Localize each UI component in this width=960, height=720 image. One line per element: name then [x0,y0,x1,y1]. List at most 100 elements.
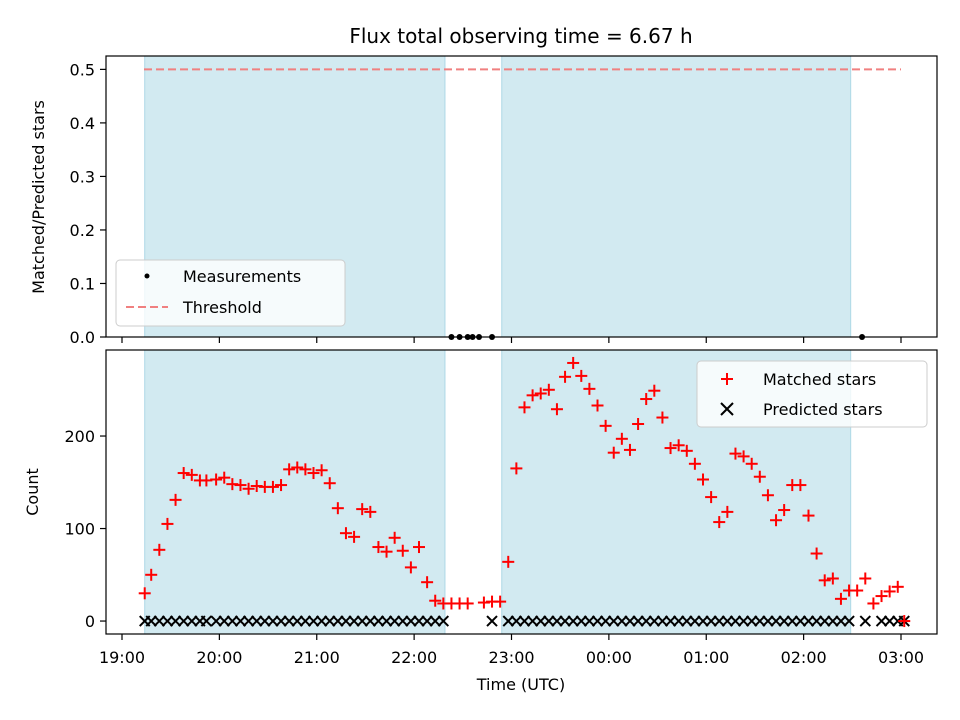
matched-star-point [599,419,612,432]
predicted-star-point [356,615,368,627]
matched-star-point [883,585,896,598]
bottom-shaded-interval-0 [144,349,446,635]
predicted-stars-legend-marker [720,402,734,416]
matched-star-point [372,541,385,554]
top-y-ticks: 0.0 0.1 0.2 0.3 0.4 0.5 [70,60,106,347]
bottom-ytick-label: 100 [64,520,95,539]
threshold-legend-label: Threshold [182,298,262,317]
top-panel: 0.0 0.1 0.2 0.3 0.4 0.5 Matched/Predicted sta… [29,55,938,347]
predicted-star-point [827,615,839,627]
xtick-label: 01:00 [683,648,729,667]
predicted-star-point [250,615,263,627]
predicted-star-point [210,615,222,627]
predicted-star-point [242,615,255,627]
predicted-star-point [543,615,555,627]
matched-star-point [664,442,677,455]
predicted-star-point [348,615,360,627]
matched-star-point [291,461,304,474]
matched-star-point [851,584,864,597]
predicted-star-point [624,615,636,627]
predicted-star-point [810,615,823,627]
xtick-label: 23:00 [488,648,534,667]
predicted-star-point [153,615,166,627]
matched-star-point [299,463,312,476]
predicted-star-point [786,615,798,627]
top-axes-frame [105,55,938,338]
predicted-star-point [413,615,425,627]
matched-star-point [218,471,231,484]
matched-star-point [818,574,831,587]
predicted-star-point [819,615,831,627]
bottom-axes-frame [105,349,938,635]
matched-star-point [632,418,645,431]
bottom-legend-box [696,360,928,428]
predicted-star-point [177,615,190,627]
predicted-star-point [405,615,417,627]
matched-star-point [713,516,726,529]
matched-star-point [234,479,247,492]
predicted-star-point [697,615,709,627]
predicted-star-point [737,615,750,627]
predicted-star-point [632,615,644,627]
matched-star-point [721,505,734,518]
predicted-star-point [721,615,734,627]
xtick-label: 02:00 [781,648,827,667]
matched-star-point [210,473,223,486]
predicted-star-point [332,615,344,627]
matched-star-point [323,477,336,490]
predicted-star-point [291,615,303,627]
top-ytick-label: 0.1 [70,274,95,293]
predicted-star-point [283,615,295,627]
predicted-star-point [705,615,717,627]
matched-star-point [356,503,369,516]
matched-star-point [315,464,328,477]
predicted-star-point [259,615,271,627]
predicted-star-point [648,615,661,627]
predicted-star-point [672,615,685,627]
matched-star-point [615,432,628,445]
predicted-star-point [429,615,441,627]
predicted-star-point [340,615,352,627]
predicted-star-point [372,615,385,627]
matched-star-point [185,468,198,481]
matched-star-point [729,447,742,460]
matched-star-point [145,568,158,581]
predicted-star-point [226,615,239,627]
predicted-star-point [745,615,758,627]
predicted-star-point [713,615,725,627]
predicted-star-point [421,615,433,627]
predicted-star-point [883,615,896,627]
matched-star-point [429,594,442,607]
xtick-label: 21:00 [294,648,340,667]
matched-star-point [826,572,839,585]
predicted-star-point [267,615,279,627]
matched-star-point [283,463,296,476]
predicted-star-point [567,615,579,627]
matched-star-point [761,489,774,502]
predicted-star-point [656,615,669,627]
predicted-star-point [186,615,198,627]
matched-star-point [307,467,320,480]
bottom-ytick-label: 200 [64,427,95,446]
measurements-legend-marker [144,273,150,279]
top-ytick-label: 0.3 [70,167,95,186]
matched-star-point [875,590,888,603]
predicted-star-point [794,615,807,627]
matched-star-point [153,543,166,556]
matched-star-point [697,473,710,486]
predicted-star-point [575,615,587,627]
predicted-star-point [681,615,693,627]
top-ytick-label: 0.2 [70,221,95,240]
matched-star-point [396,544,409,557]
xtick-label: 19:00 [99,648,145,667]
matched-star-point [331,502,344,515]
predicted-star-point [234,615,247,627]
matched-star-point [898,615,911,628]
predicted-star-point [802,615,815,627]
matched-star-point [364,505,377,518]
predicted-star-point [200,615,213,627]
predicted-star-point [364,615,377,627]
matched-star-point [583,382,596,395]
matched-stars-points [138,356,911,628]
